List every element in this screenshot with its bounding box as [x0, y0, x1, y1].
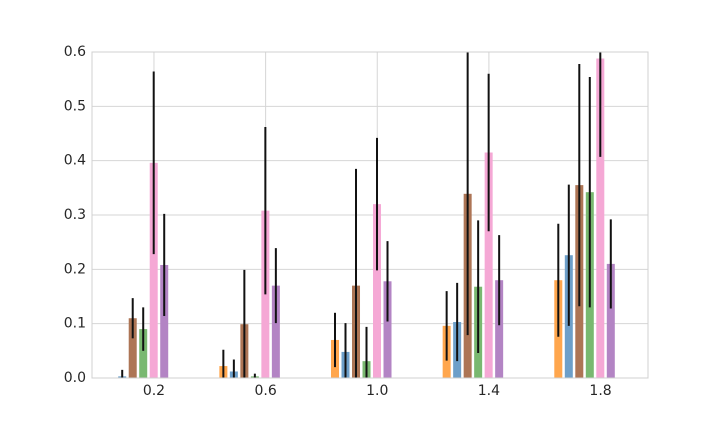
tick-labels: 0.0 0.1 0.2 0.3 0.4 0.5 0.6 0.2 0.6 1.0 1.4 1.8: [64, 44, 612, 399]
bar: [606, 263, 615, 378]
y-tick-label: 0.2: [64, 261, 86, 277]
y-tick-label: 0.6: [64, 44, 86, 60]
bar: [484, 152, 493, 378]
bar: [373, 204, 382, 378]
y-tick-label: 0.1: [64, 316, 86, 332]
x-tick-label: 1.8: [589, 383, 611, 399]
y-tick-label: 0.3: [64, 207, 86, 223]
bar: [271, 285, 280, 378]
bar: [139, 329, 148, 378]
y-tick-label: 0.5: [64, 98, 86, 114]
frame: [91, 51, 649, 379]
bar: [495, 280, 504, 378]
x-tick-label: 1.4: [478, 383, 500, 399]
bar: [149, 162, 158, 378]
y-tick-label: 0.4: [64, 153, 86, 169]
bar: [596, 58, 605, 378]
bar: [160, 264, 169, 378]
x-tick-label: 0.2: [143, 383, 165, 399]
x-tick-label: 1.0: [366, 383, 388, 399]
bar: [128, 318, 137, 378]
y-tick-label: 0.0: [64, 370, 86, 386]
grid: [92, 51, 648, 379]
x-tick-label: 0.6: [254, 383, 276, 399]
plot: [118, 52, 615, 378]
bar: [383, 281, 392, 378]
